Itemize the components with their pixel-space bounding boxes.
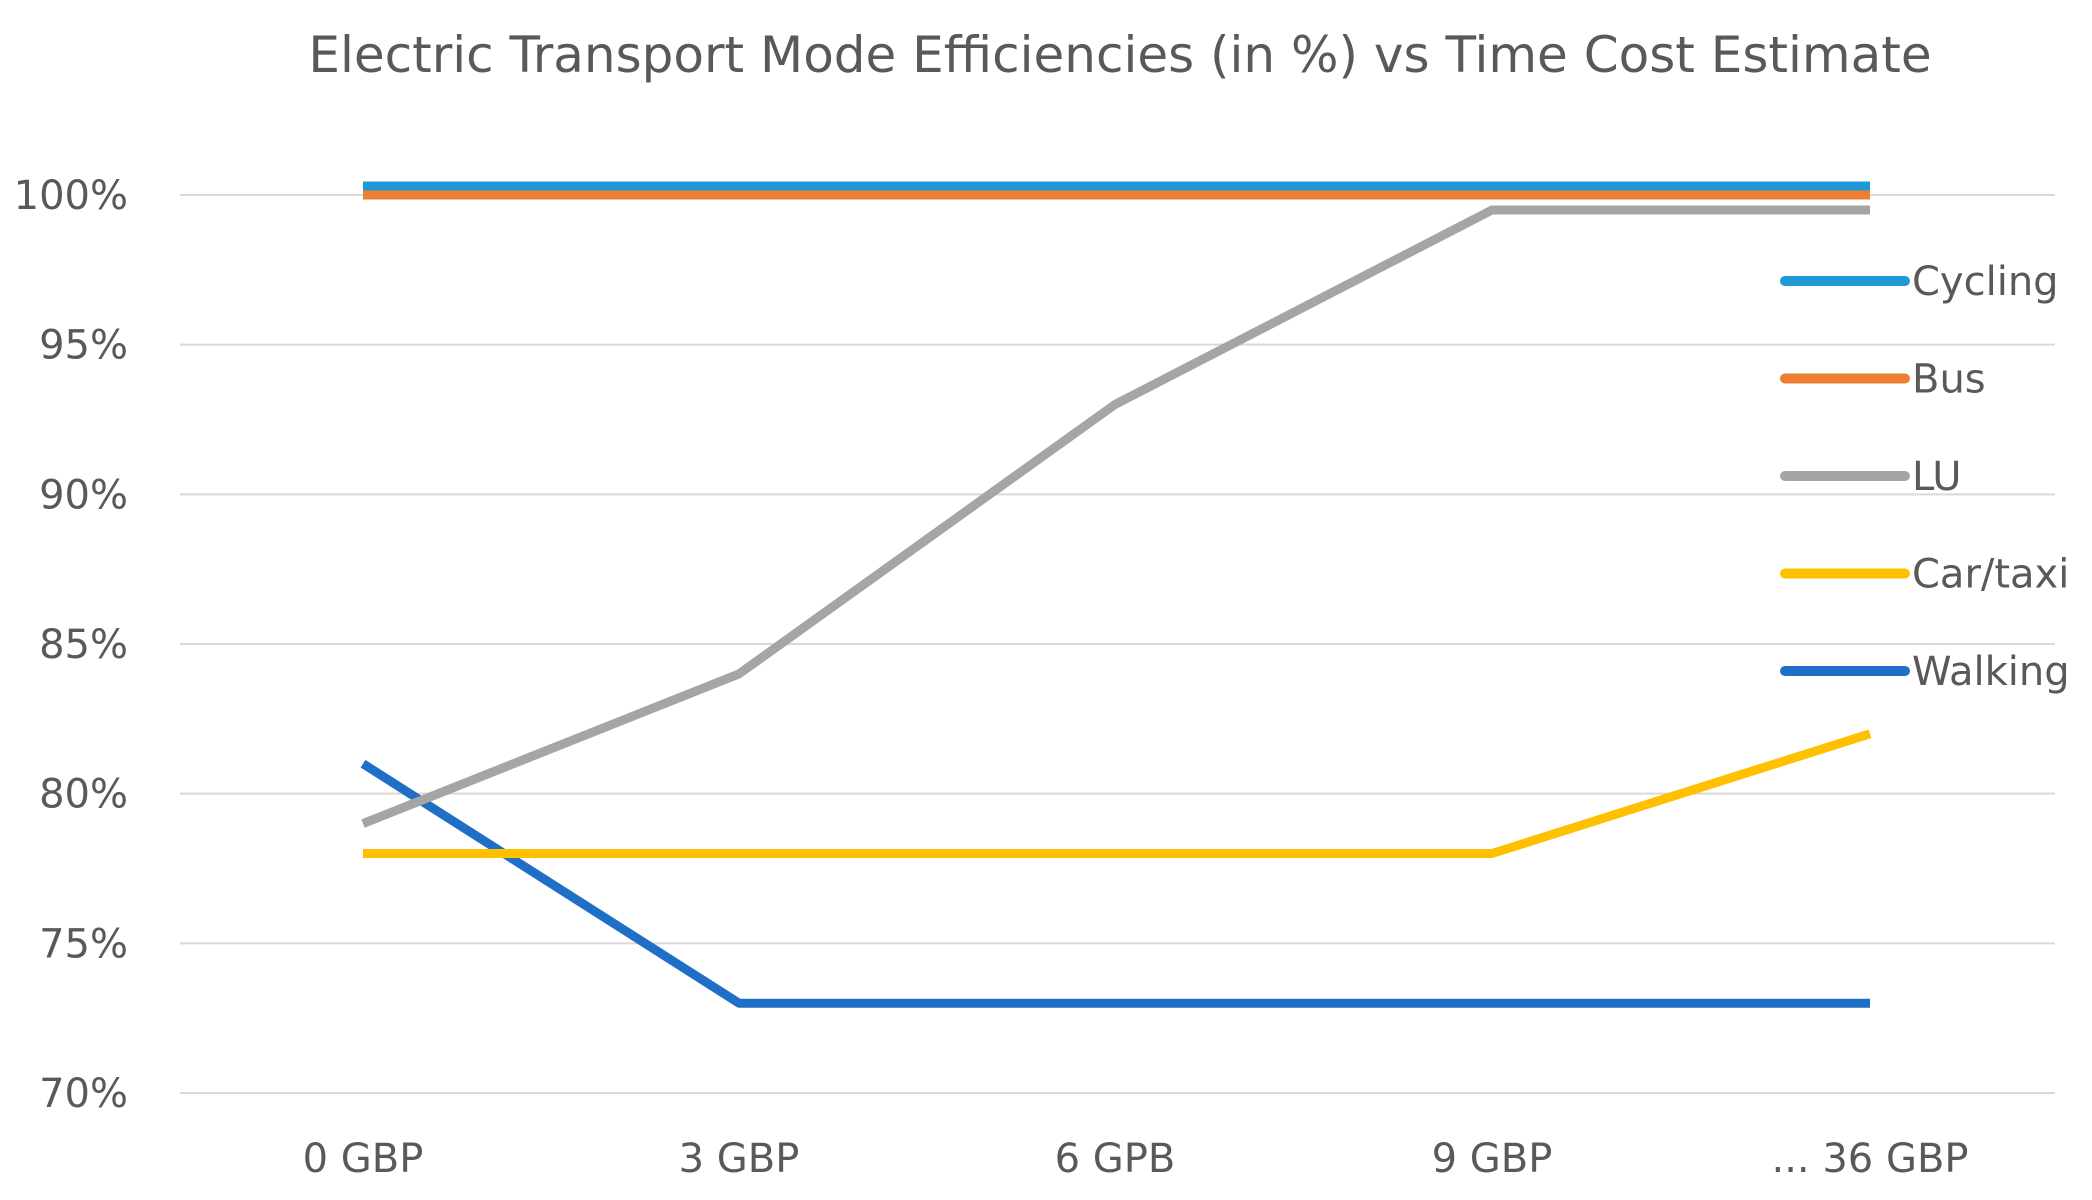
series-lines xyxy=(360,181,1872,1008)
x-tick-label: ... 36 GBP xyxy=(1771,1136,1968,1182)
gridlines xyxy=(180,194,2055,1094)
y-tick-label: 90% xyxy=(39,472,128,518)
series-line-car-taxi xyxy=(363,729,1872,858)
y-tick-label: 85% xyxy=(39,622,128,668)
x-tick-label: 9 GBP xyxy=(1432,1136,1553,1182)
chart-title: Electric Transport Mode Efficiencies (in… xyxy=(308,26,1931,84)
y-axis-ticks: 70% 75% 80% 85% 90% 95% 100% xyxy=(14,173,128,1117)
x-tick-label: 3 GBP xyxy=(679,1136,800,1182)
series-line-lu xyxy=(361,205,1870,828)
x-tick-label: 6 GPB xyxy=(1055,1136,1176,1182)
legend: Cycling Bus LU Car/taxi Walking xyxy=(1780,259,2070,695)
x-tick-label: 0 GBP xyxy=(303,1136,424,1182)
y-tick-label: 100% xyxy=(14,173,128,219)
x-axis-ticks: 0 GBP 3 GBP 6 GPB 9 GBP ... 36 GBP xyxy=(303,1136,1969,1182)
legend-label-cycling: Cycling xyxy=(1912,259,2059,305)
y-tick-label: 95% xyxy=(39,323,128,369)
legend-label-car-taxi: Car/taxi xyxy=(1912,552,2069,598)
y-tick-label: 80% xyxy=(39,772,128,818)
series-line-walking xyxy=(360,759,1870,1008)
y-tick-label: 70% xyxy=(39,1071,128,1117)
legend-label-lu: LU xyxy=(1912,454,1962,500)
legend-label-walking: Walking xyxy=(1912,649,2070,695)
y-tick-label: 75% xyxy=(39,921,128,967)
legend-label-bus: Bus xyxy=(1912,357,1986,403)
